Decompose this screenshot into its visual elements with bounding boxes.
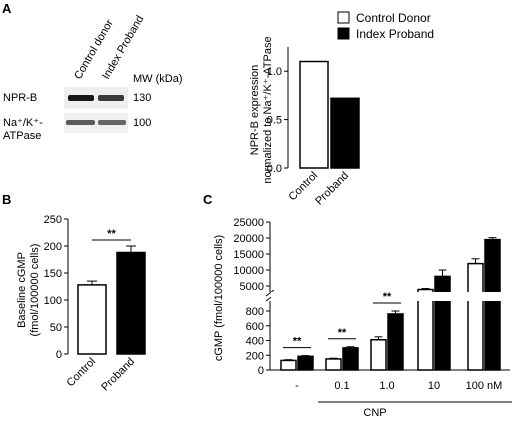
chart-c-bar	[297, 355, 314, 371]
blot-membrane-bottom	[64, 113, 128, 133]
legend-label-proband: Index Proband	[356, 27, 434, 41]
chart-c-y-tick-label: 600	[246, 321, 264, 333]
blot-band-nprb-proband	[98, 95, 124, 101]
chart-c-bar	[325, 358, 342, 371]
chart-b: Baseline cGMP (fmol/100000 cells) 0 50 100…	[16, 214, 146, 394]
chart-c-y-tick-label: 25000	[233, 217, 264, 229]
chart-b-bar	[116, 251, 146, 355]
legend: Control Donor Index Proband	[337, 11, 434, 41]
chart-b-x-tick-label: Proband	[99, 356, 137, 394]
chart-a-bar	[330, 97, 360, 169]
chart-c-x-tick-label: -	[295, 380, 299, 392]
chart-a-ylabel-2: normalized to Na⁺/K⁺-ATPase	[262, 36, 274, 183]
chart-b-significance-label: **	[107, 228, 116, 240]
chart-c-x-tick-label: 0.1	[334, 380, 349, 392]
chart-a-x-tick-label: Proband	[313, 170, 351, 208]
chart-b-bar	[77, 284, 107, 355]
chart-b-y-tick-label: 100	[44, 295, 62, 307]
chart-c-y-tick-label: 0	[258, 365, 264, 377]
blot-mw-100: 100	[133, 117, 151, 129]
chart-b-y-tick-label: 150	[44, 268, 62, 280]
legend-label-control: Control Donor	[356, 11, 431, 25]
blot-band-nprb-control	[68, 95, 94, 101]
panel-label-b: B	[2, 192, 11, 207]
blot-mw-header: MW (kDa)	[133, 73, 183, 85]
chart-b-ylabel-2: (fmol/100000 cells)	[29, 244, 41, 337]
chart-b-y-tick-label: 50	[50, 322, 62, 334]
chart-c-xlabel: CNP	[363, 407, 386, 419]
blot-band-atpase-control	[66, 120, 95, 125]
chart-c-bar	[370, 339, 387, 371]
legend-swatch-control	[337, 11, 350, 24]
chart-c-bar	[342, 347, 359, 371]
chart-a-y-tick-label: 1.0	[267, 66, 282, 78]
chart-c-y-tick-label: 200	[246, 350, 264, 362]
blot-mw-130: 130	[133, 92, 151, 104]
chart-c: cGMP (fmol/100000 cells) CNP 5000 10000 15…	[213, 217, 512, 419]
blot-row-label-nprb: NPR-B	[3, 92, 37, 104]
chart-a-y-tick-label: 0.5	[267, 115, 282, 127]
chart-c-significance-label: **	[338, 327, 347, 339]
chart-c-significance-label: **	[293, 336, 302, 348]
chart-c-y-tick-label: 800	[246, 306, 264, 318]
chart-b-y-tick-label: 0	[56, 349, 62, 361]
chart-a: NPR-B expression normalized to Na⁺/K⁺-AT…	[249, 36, 360, 208]
chart-c-significance-label: **	[383, 291, 392, 303]
chart-c-axis-break-mark	[265, 289, 275, 297]
chart-c-y-tick-label: 400	[246, 336, 264, 348]
chart-c-x-tick-label: 1.0	[379, 380, 394, 392]
blot-band-atpase-proband	[98, 120, 126, 125]
chart-c-y-tick-label: 5000	[240, 281, 264, 293]
chart-b-ylabel-1: Baseline cGMP	[16, 252, 28, 328]
chart-a-bar	[299, 60, 329, 169]
chart-c-y-tick-label: 20000	[233, 233, 264, 245]
chart-c-bar	[387, 313, 404, 371]
chart-c-bar	[417, 288, 434, 371]
chart-c-y-tick-label: 15000	[233, 249, 264, 261]
chart-b-y-tick-label: 250	[44, 214, 62, 226]
blot-row-label-atpase-1: Na⁺/K⁺-	[3, 117, 43, 129]
western-blot: Control donor Index Proband MW (kDa) NPR…	[3, 14, 183, 142]
chart-a-y-tick-label: 0.0	[267, 163, 282, 175]
chart-c-bar	[484, 238, 501, 371]
chart-b-x-tick-label: Control	[65, 356, 99, 390]
chart-a-ylabel-1: NPR-B expression	[249, 65, 261, 155]
chart-c-break-gap	[271, 292, 510, 301]
chart-c-x-tick-label: 100 nM	[466, 380, 503, 392]
chart-c-ylabel: cGMP (fmol/100000 cells)	[213, 235, 225, 361]
chart-b-y-tick-label: 200	[44, 241, 62, 253]
panel-label-a: A	[2, 1, 12, 16]
panel-label-c: C	[203, 192, 213, 207]
chart-c-bar	[280, 359, 297, 371]
blot-row-label-atpase-2: ATPase	[3, 130, 41, 142]
legend-swatch-proband	[337, 27, 350, 40]
chart-c-x-tick-label: 10	[428, 380, 440, 392]
blot-membrane-top	[64, 87, 128, 109]
chart-c-bar	[467, 262, 484, 371]
chart-c-bar	[434, 275, 451, 371]
chart-c-y-tick-label: 10000	[233, 265, 264, 277]
